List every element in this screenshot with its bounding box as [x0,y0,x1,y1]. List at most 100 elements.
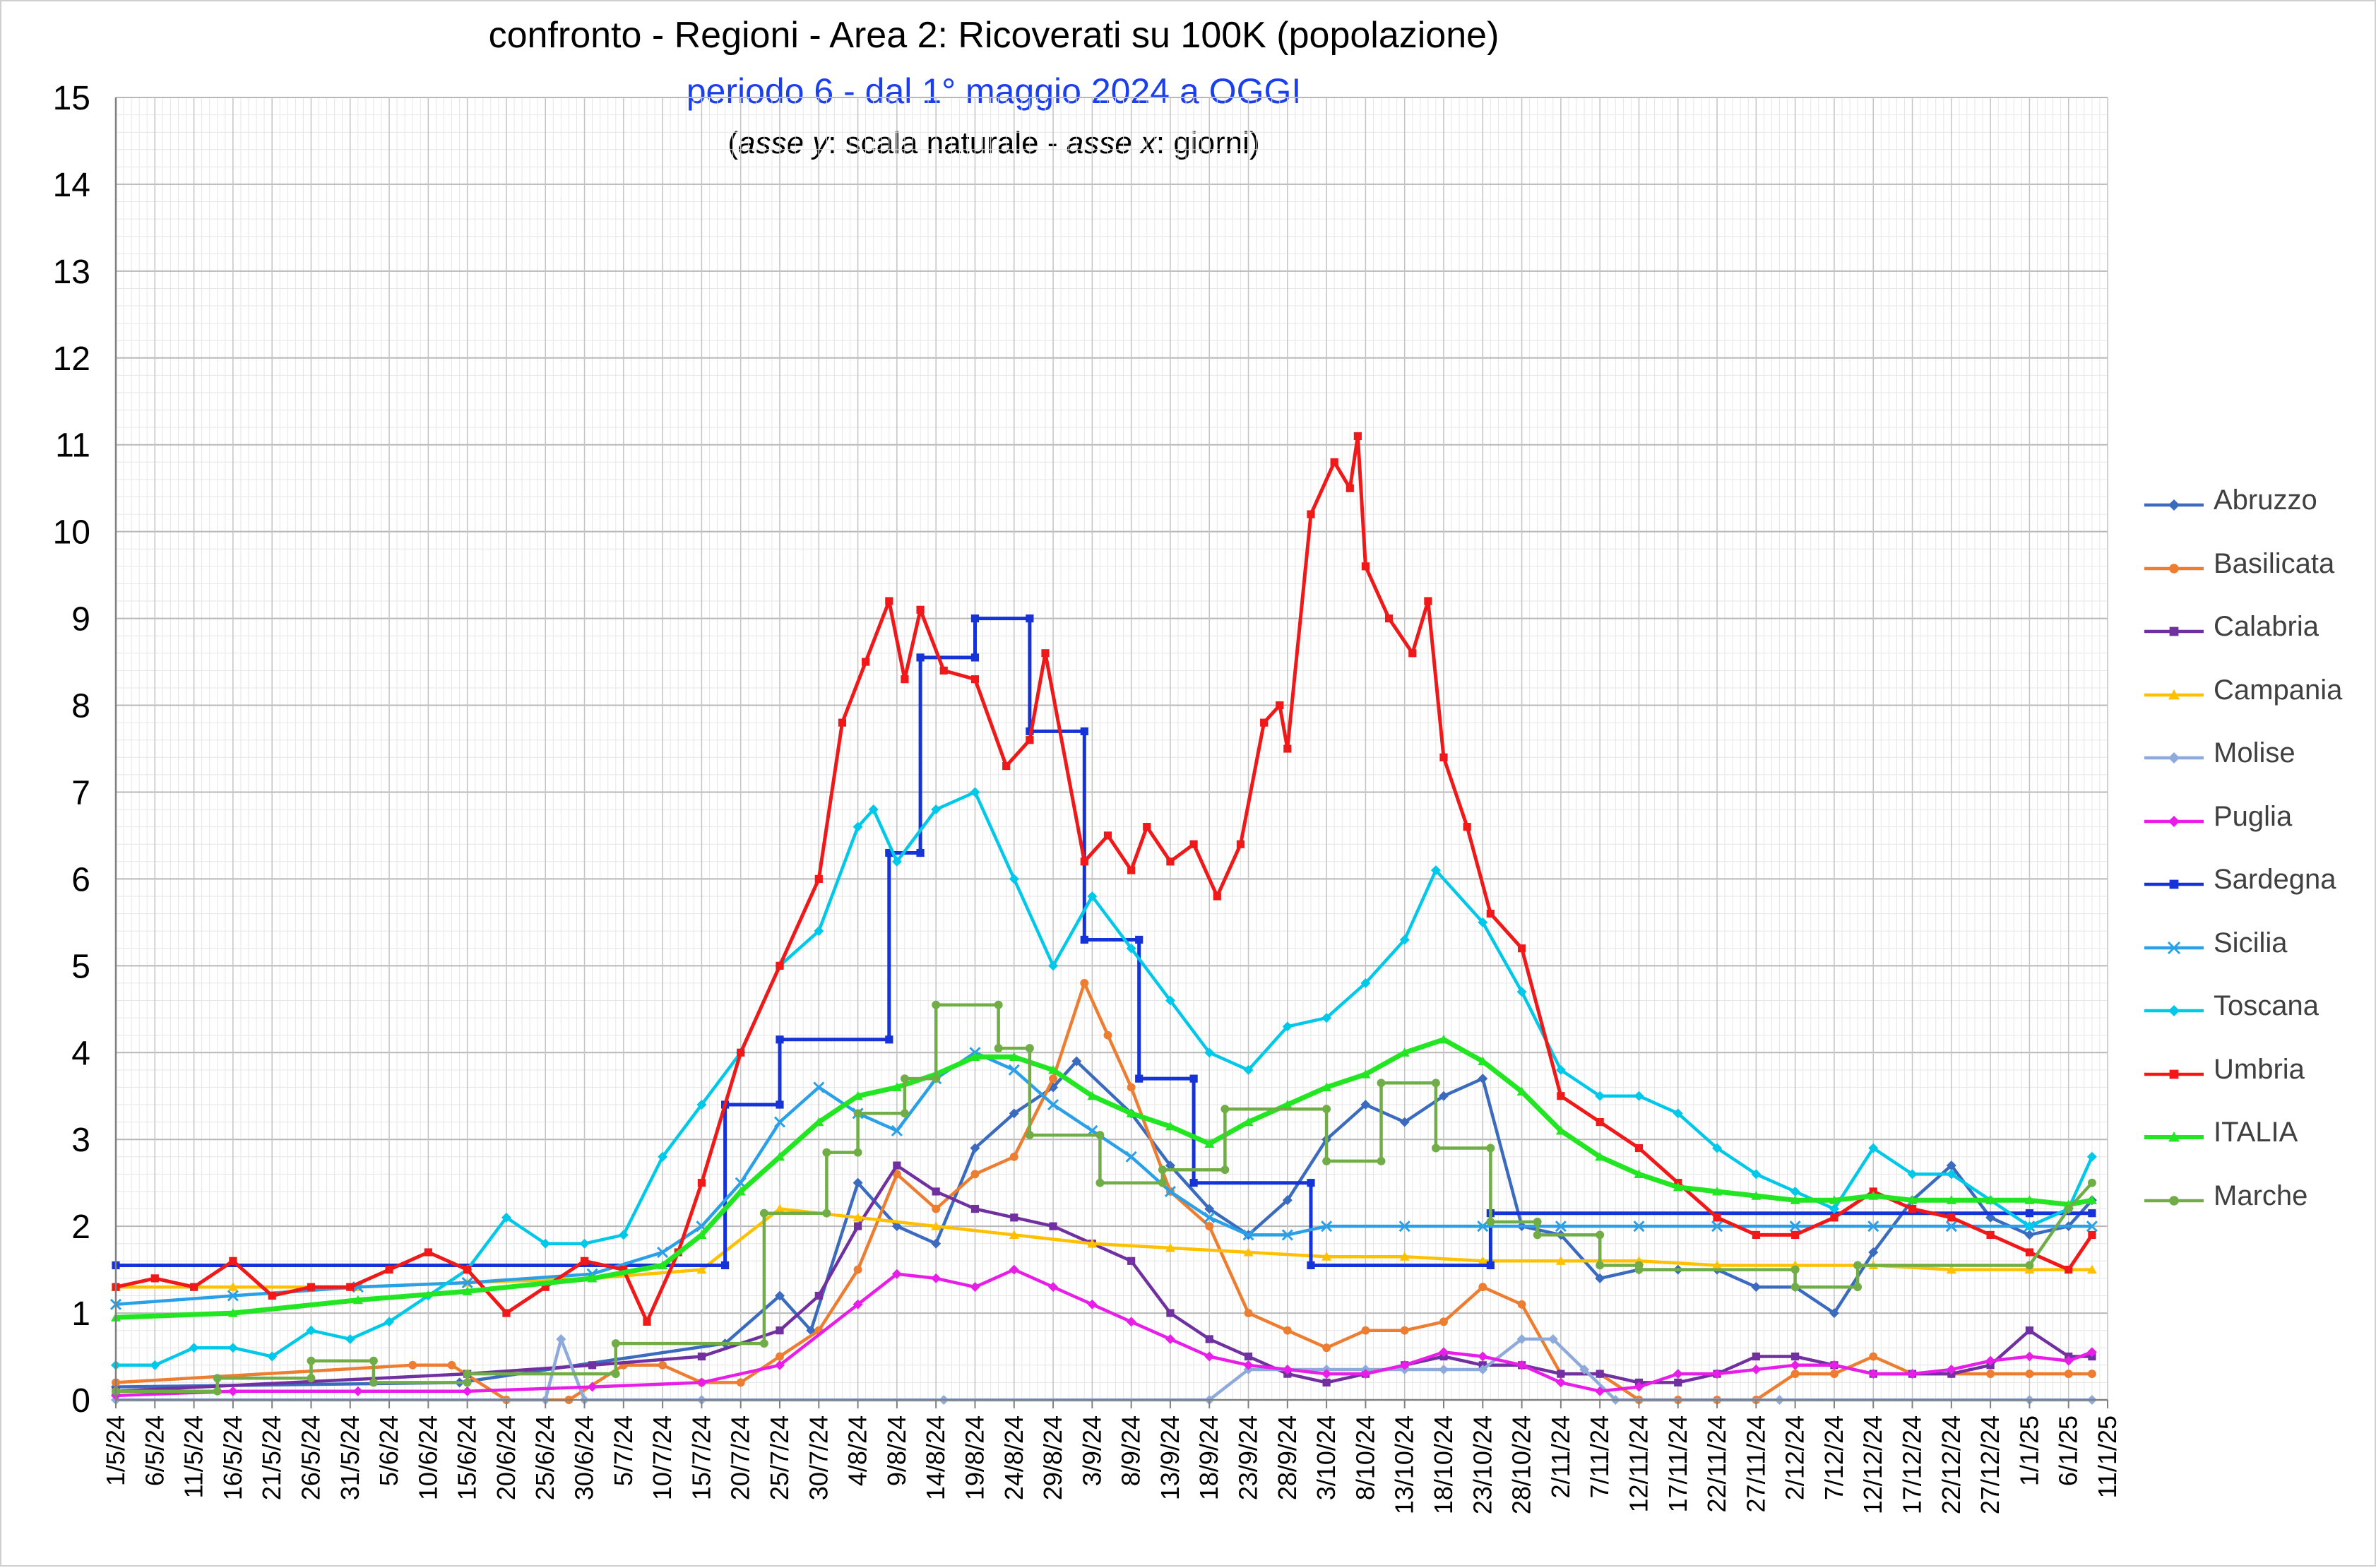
data-point-abruzzo [775,1290,785,1301]
data-point-basilicata [932,1204,941,1213]
x-tick-label: 25/7/24 [765,1415,794,1500]
legend-swatch [2144,1005,2204,1016]
data-point-calabria [697,1352,706,1361]
data-point-sardegna [2025,1209,2034,1218]
data-point-italia [1985,1195,1996,1204]
data-point-sardegna [1135,935,1144,944]
data-point-puglia [1829,1360,1839,1370]
x-tick-label: 22/12/24 [1937,1415,1966,1514]
data-point-toscana [501,1212,511,1223]
data-point-umbria [776,961,784,970]
data-point-toscana [540,1238,551,1249]
legend-swatch-marker [2168,752,2180,764]
data-point-calabria [1791,1352,1800,1361]
data-point-basilicata [1361,1326,1370,1335]
legend-swatch [2144,499,2204,511]
data-point-toscana [1946,1169,1956,1180]
data-point-calabria [1166,1309,1175,1317]
series-abruzzo [111,1056,2097,1392]
data-point-puglia [1360,1369,1371,1379]
data-point-puglia [1946,1364,1956,1374]
data-point-marche [1634,1265,1644,1274]
data-point-abruzzo [1751,1282,1762,1293]
y-tick-label: 7 [71,774,90,812]
legend-swatch-marker [2169,626,2179,636]
data-point-puglia [1126,1317,1136,1327]
data-point-marche [1486,1144,1495,1153]
data-point-puglia [1282,1364,1293,1374]
data-point-abruzzo [1829,1308,1839,1319]
data-point-calabria [814,1291,823,1300]
data-point-italia [658,1260,668,1270]
data-point-marche [759,1339,768,1348]
legend-label: Molise [2214,737,2295,768]
data-point-umbria [2065,1266,2073,1274]
data-point-umbria [862,658,870,666]
data-point-italia [735,1186,746,1196]
legend-swatch [2144,752,2204,764]
data-point-umbria [150,1274,159,1283]
y-tick-label: 4 [71,1035,90,1072]
data-point-campania [1243,1247,1254,1257]
data-point-umbria [1986,1230,1995,1240]
x-tick-label: 29/8/24 [1038,1415,1067,1500]
data-point-puglia [1009,1264,1019,1275]
data-point-sicilia [1164,1185,1177,1198]
data-point-puglia [853,1299,863,1309]
data-point-marche [932,1000,941,1009]
data-point-toscana [2086,1151,2097,1162]
data-point-sardegna [885,848,893,857]
x-tick-label: 15/7/24 [687,1415,715,1500]
x-tick-label: 6/5/24 [140,1415,169,1486]
data-point-marche [1533,1230,1542,1240]
legend-swatch [2144,1195,2204,1206]
data-point-marche [1790,1283,1800,1292]
legend-swatch [2144,815,2204,827]
series-molise [111,1334,2097,1405]
y-tick-label: 15 [53,80,90,117]
data-point-abruzzo [891,1221,902,1232]
data-point-toscana [1751,1169,1762,1180]
data-point-campania [1009,1230,1019,1240]
series-marche [112,1000,2096,1396]
x-tick-label: 26/5/24 [296,1415,325,1500]
y-tick-label: 12 [53,340,90,378]
data-point-italia [1634,1169,1644,1178]
data-point-sicilia [773,1116,786,1128]
data-point-marche [1220,1105,1230,1114]
x-tick-label: 1/1/25 [2014,1415,2043,1486]
data-point-puglia [1321,1369,1332,1379]
data-point-marche [1596,1230,1605,1240]
data-point-sardegna [2088,1209,2096,1218]
data-point-campania [1321,1252,1332,1261]
data-point-basilicata [853,1265,862,1274]
x-tick-label: 27/12/24 [1976,1415,2004,1514]
x-tick-label: 1/5/24 [101,1415,130,1486]
x-tick-label: 10/7/24 [648,1415,677,1500]
data-point-umbria [1424,597,1432,605]
data-point-sardegna [885,1035,893,1044]
data-point-campania [1946,1264,1956,1274]
data-point-marche [900,1109,909,1118]
data-point-umbria [916,605,925,614]
data-point-sardegna [720,1261,730,1270]
series-toscana [111,787,2097,1370]
data-point-italia [1751,1191,1762,1200]
y-tick-label: 3 [71,1122,90,1159]
data-point-umbria [189,1283,198,1291]
data-point-italia [1555,1125,1566,1135]
data-point-calabria [893,1161,901,1170]
data-point-puglia [1048,1282,1059,1293]
series-sardegna [112,614,2096,1270]
legend-item-basilicata: Basilicata [2142,545,2368,609]
data-point-toscana [1868,1143,1879,1153]
data-point-calabria [1010,1213,1018,1222]
legend-swatch-marker [2168,499,2180,511]
x-tick-label: 30/7/24 [804,1415,833,1500]
data-point-campania [696,1264,707,1274]
y-tick-label: 8 [71,688,90,725]
y-tick-label: 1 [71,1295,90,1333]
data-point-umbria [1517,944,1526,953]
data-point-basilicata [1009,1152,1018,1161]
